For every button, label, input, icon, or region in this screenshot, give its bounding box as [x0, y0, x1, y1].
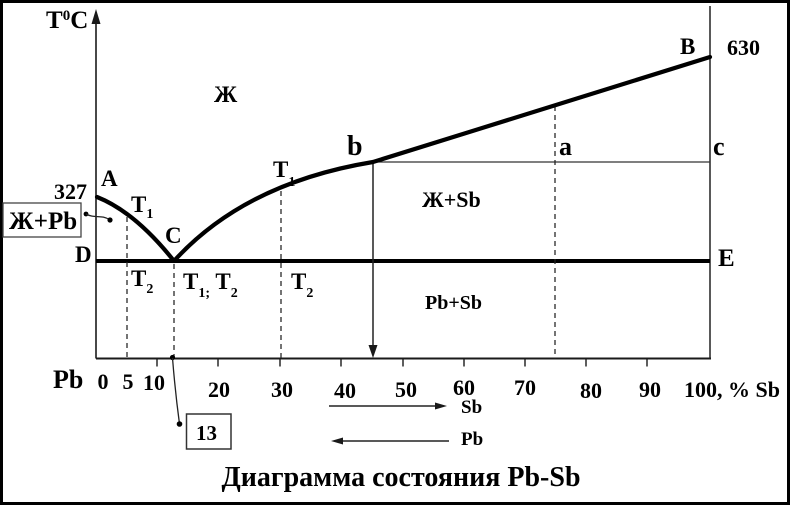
svg-text:Диаграмма состояния Pb-Sb: Диаграмма состояния Pb-Sb [221, 462, 580, 493]
svg-text:C: C [165, 223, 182, 248]
svg-text:b: b [347, 131, 363, 162]
svg-text:40: 40 [334, 378, 356, 403]
svg-text:Sb: Sb [461, 397, 482, 418]
svg-text:630: 630 [727, 35, 760, 60]
svg-text:Ж: Ж [214, 82, 238, 108]
svg-text:13: 13 [196, 421, 217, 445]
svg-text:5: 5 [123, 369, 134, 394]
svg-text:c: c [713, 132, 725, 161]
svg-text:30: 30 [271, 377, 293, 402]
svg-text:E: E [718, 245, 735, 272]
svg-text:80: 80 [580, 378, 602, 403]
svg-text:B: B [680, 34, 695, 59]
svg-text:20: 20 [208, 377, 230, 402]
svg-text:Ж+Sb: Ж+Sb [422, 187, 481, 212]
svg-text:100, % Sb: 100, % Sb [684, 377, 780, 402]
svg-text:D: D [75, 242, 92, 267]
svg-text:Ж+Pb: Ж+Pb [9, 208, 77, 235]
svg-text:Pb: Pb [53, 365, 83, 394]
svg-text:60: 60 [453, 375, 475, 400]
svg-text:10: 10 [143, 370, 165, 395]
svg-text:a: a [559, 132, 572, 161]
svg-text:Pb+Sb: Pb+Sb [425, 292, 482, 314]
svg-text:50: 50 [395, 377, 417, 402]
svg-text:A: A [101, 166, 118, 191]
svg-text:327: 327 [54, 179, 87, 204]
svg-text:90: 90 [639, 377, 661, 402]
svg-text:Pb: Pb [461, 429, 483, 450]
svg-text:0: 0 [98, 369, 109, 394]
svg-text:70: 70 [514, 375, 536, 400]
